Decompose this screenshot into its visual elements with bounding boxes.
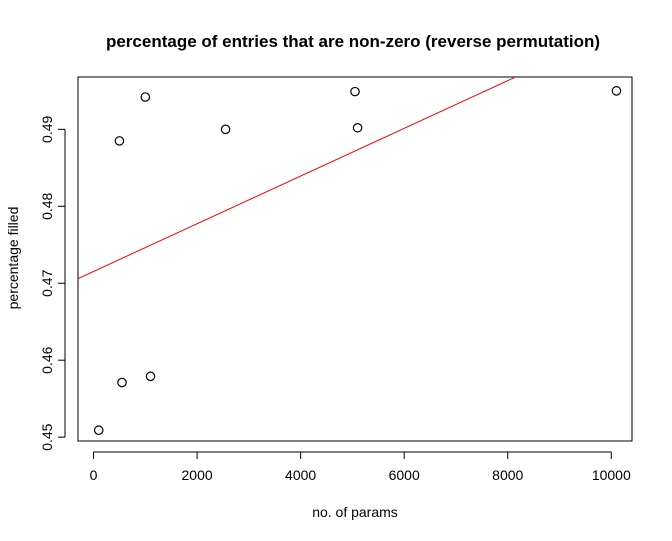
scatter-point <box>350 86 360 97</box>
y-tick-label: 0.46 <box>39 346 55 373</box>
scatter-point <box>117 377 127 388</box>
y-tick-label: 0.47 <box>39 269 55 296</box>
x-tick-label: 6000 <box>389 467 420 483</box>
x-tick-label: 8000 <box>492 467 523 483</box>
x-tick-label: 10000 <box>592 467 631 483</box>
x-tick-label: 4000 <box>285 467 316 483</box>
scatter-point <box>352 122 363 133</box>
x-tick-label: 0 <box>90 467 98 483</box>
plot-layer: 0 2000 4000 6000 8000 10000 0.45 0.46 0.47 0.48 0.… <box>39 76 633 483</box>
plot-frame <box>77 76 633 442</box>
y-tick-label: 0.45 <box>39 423 55 450</box>
x-axis-label: no. of params <box>312 504 398 520</box>
scatter-point <box>93 425 104 436</box>
y-axis-label: percentage filled <box>5 207 21 310</box>
y-tick-label: 0.49 <box>39 115 55 142</box>
fit-line <box>78 77 517 280</box>
scatter-point <box>140 92 151 102</box>
scatter-point <box>114 136 125 146</box>
scatter-point <box>611 86 622 96</box>
x-tick-label: 2000 <box>182 467 213 483</box>
y-tick-label: 0.48 <box>39 192 55 219</box>
scatter-point <box>145 371 156 382</box>
scatter-point <box>220 124 231 135</box>
chart-title: percentage of entries that are non-zero … <box>106 32 600 51</box>
